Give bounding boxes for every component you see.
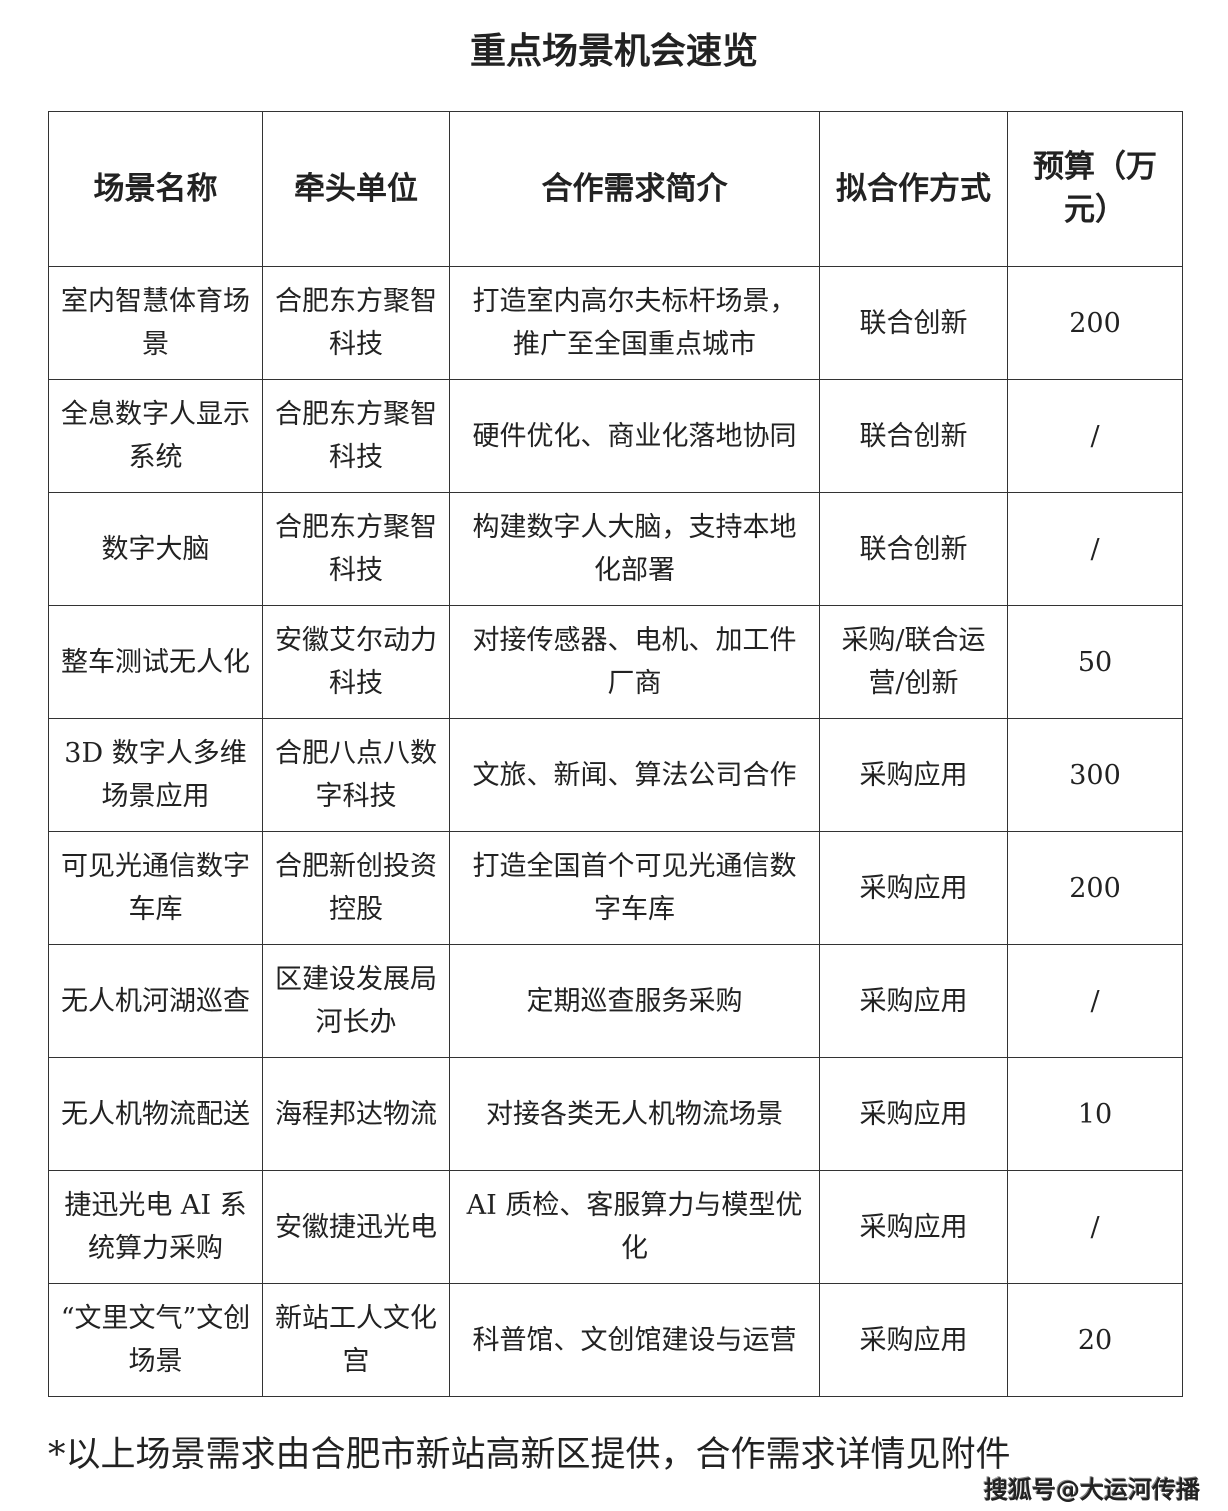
cell-scenario-name: “文里文气”文创场景: [48, 1283, 263, 1397]
cell-budget: /: [1007, 379, 1183, 493]
cell-scenario-name: 3D 数字人多维场景应用: [48, 718, 263, 832]
cell-budget: 10: [1007, 1057, 1183, 1171]
table-row: 整车测试无人化 安徽艾尔动力科技 对接传感器、电机、加工件厂商 采购/联合运营/创新 5…: [48, 605, 1183, 719]
cell-cooperation-summary: 文旅、新闻、算法公司合作: [449, 718, 820, 832]
table-header-row: 场景名称 牵头单位 合作需求简介 拟合作方式 预算（万元）: [48, 111, 1183, 267]
cell-cooperation-mode: 采购应用: [819, 1283, 1008, 1397]
header-scenario-name: 场景名称: [48, 111, 263, 267]
cell-cooperation-mode: 采购应用: [819, 718, 1008, 832]
page-title: 重点场景机会速览: [469, 30, 758, 72]
cell-lead-unit: 合肥东方聚智科技: [262, 266, 450, 380]
cell-cooperation-summary: 科普馆、文创馆建设与运营: [449, 1283, 820, 1397]
cell-scenario-name: 可见光通信数字车库: [48, 831, 263, 945]
cell-cooperation-summary: 构建数字人大脑，支持本地化部署: [449, 492, 820, 606]
scenario-table: 场景名称 牵头单位 合作需求简介 拟合作方式 预算（万元） 室内智慧体育场景 合肥东方聚智…: [48, 111, 1183, 1397]
cell-lead-unit: 合肥新创投资控股: [262, 831, 450, 945]
table-row: 室内智慧体育场景 合肥东方聚智科技 打造室内高尔夫标杆场景，推广至全国重点城市 联合创…: [48, 266, 1183, 380]
cell-cooperation-mode: 联合创新: [819, 492, 1008, 606]
cell-cooperation-mode: 采购应用: [819, 831, 1008, 945]
cell-budget: 300: [1007, 718, 1183, 832]
table-row: 数字大脑 合肥东方聚智科技 构建数字人大脑，支持本地化部署 联合创新 /: [48, 492, 1183, 606]
cell-budget: /: [1007, 492, 1183, 606]
watermark: 搜狐号@大运河传播: [984, 1476, 1200, 1504]
cell-scenario-name: 整车测试无人化: [48, 605, 263, 719]
header-budget: 预算（万元）: [1007, 111, 1183, 267]
table-row: 可见光通信数字车库 合肥新创投资控股 打造全国首个可见光通信数字车库 采购应用 200: [48, 831, 1183, 945]
cell-budget: 20: [1007, 1283, 1183, 1397]
cell-budget: 200: [1007, 831, 1183, 945]
cell-budget: 200: [1007, 266, 1183, 380]
cell-lead-unit: 区建设发展局河长办: [262, 944, 450, 1058]
cell-cooperation-summary: 硬件优化、商业化落地协同: [449, 379, 820, 493]
cell-scenario-name: 全息数字人显示系统: [48, 379, 263, 493]
table-row: 无人机物流配送 海程邦达物流 对接各类无人机物流场景 采购应用 10: [48, 1057, 1183, 1171]
cell-scenario-name: 无人机河湖巡查: [48, 944, 263, 1058]
cell-cooperation-mode: 采购/联合运营/创新: [819, 605, 1008, 719]
table-row: “文里文气”文创场景 新站工人文化宫 科普馆、文创馆建设与运营 采购应用 20: [48, 1283, 1183, 1397]
header-lead-unit: 牵头单位: [262, 111, 450, 267]
cell-cooperation-summary: 打造全国首个可见光通信数字车库: [449, 831, 820, 945]
cell-lead-unit: 海程邦达物流: [262, 1057, 450, 1171]
cell-cooperation-summary: AI 质检、客服算力与模型优化: [449, 1170, 820, 1284]
header-cooperation-summary: 合作需求简介: [449, 111, 820, 267]
cell-lead-unit: 合肥八点八数字科技: [262, 718, 450, 832]
cell-cooperation-summary: 对接传感器、电机、加工件厂商: [449, 605, 820, 719]
cell-budget: /: [1007, 944, 1183, 1058]
table-row: 全息数字人显示系统 合肥东方聚智科技 硬件优化、商业化落地协同 联合创新 /: [48, 379, 1183, 493]
cell-cooperation-mode: 联合创新: [819, 379, 1008, 493]
cell-lead-unit: 安徽艾尔动力科技: [262, 605, 450, 719]
cell-cooperation-summary: 对接各类无人机物流场景: [449, 1057, 820, 1171]
header-cooperation-mode: 拟合作方式: [819, 111, 1008, 267]
cell-budget: 50: [1007, 605, 1183, 719]
table-row: 捷迅光电 AI 系统算力采购 安徽捷迅光电 AI 质检、客服算力与模型优化 采购应用 /: [48, 1170, 1183, 1284]
cell-lead-unit: 安徽捷迅光电: [262, 1170, 450, 1284]
cell-scenario-name: 数字大脑: [48, 492, 263, 606]
cell-lead-unit: 合肥东方聚智科技: [262, 379, 450, 493]
cell-cooperation-summary: 打造室内高尔夫标杆场景，推广至全国重点城市: [449, 266, 820, 380]
cell-cooperation-mode: 采购应用: [819, 944, 1008, 1058]
table-row: 3D 数字人多维场景应用 合肥八点八数字科技 文旅、新闻、算法公司合作 采购应用 300: [48, 718, 1183, 832]
table-row: 无人机河湖巡查 区建设发展局河长办 定期巡查服务采购 采购应用 /: [48, 944, 1183, 1058]
cell-scenario-name: 无人机物流配送: [48, 1057, 263, 1171]
cell-budget: /: [1007, 1170, 1183, 1284]
cell-scenario-name: 捷迅光电 AI 系统算力采购: [48, 1170, 263, 1284]
footnote: *以上场景需求由合肥市新站高新区提供，合作需求详情见附件: [48, 1435, 1011, 1475]
cell-cooperation-mode: 采购应用: [819, 1170, 1008, 1284]
cell-cooperation-mode: 采购应用: [819, 1057, 1008, 1171]
cell-cooperation-summary: 定期巡查服务采购: [449, 944, 820, 1058]
cell-lead-unit: 合肥东方聚智科技: [262, 492, 450, 606]
cell-lead-unit: 新站工人文化宫: [262, 1283, 450, 1397]
cell-scenario-name: 室内智慧体育场景: [48, 266, 263, 380]
cell-cooperation-mode: 联合创新: [819, 266, 1008, 380]
